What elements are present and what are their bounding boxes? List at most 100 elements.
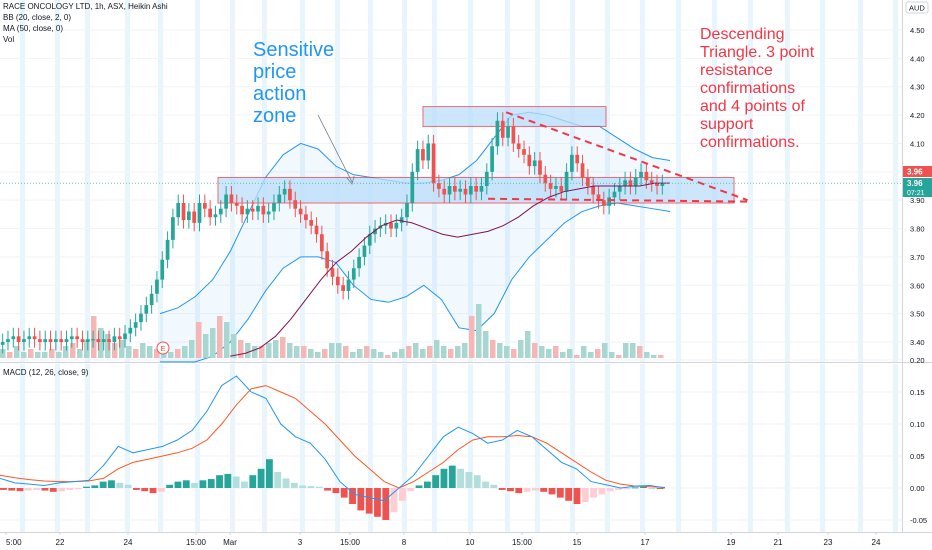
annotation-descending-triangle[interactable]: Descending Triangle. 3 point resistance …	[700, 26, 860, 152]
macd-histogram-bar	[41, 488, 49, 491]
session-stripe	[858, 0, 863, 362]
volume-bar	[483, 331, 489, 358]
candle-body	[585, 177, 590, 186]
session-stripe	[230, 364, 235, 532]
volume-bar	[7, 352, 13, 358]
volume-bar	[427, 346, 433, 358]
volume-bar	[91, 316, 97, 358]
candle-body	[229, 194, 234, 204]
volume-bar	[630, 343, 636, 358]
session-stripe	[85, 364, 90, 532]
annotation-line: action	[253, 83, 307, 105]
price-tick-label: 3.80	[910, 225, 925, 234]
macd-histogram-bar	[315, 486, 323, 488]
candle-body	[117, 336, 122, 340]
volume-bar	[196, 322, 202, 358]
candle-body	[245, 208, 250, 215]
candle-body	[442, 188, 447, 195]
volume-bar	[441, 346, 447, 358]
candle-body	[527, 154, 532, 167]
volume-bar	[224, 322, 230, 358]
legend-bb[interactable]: BB (20, close, 2, 0)	[3, 13, 72, 22]
macd-histogram-bar	[249, 475, 257, 488]
bb-band-fill	[160, 112, 670, 362]
candle-body	[554, 186, 558, 189]
volume-bar	[413, 343, 419, 358]
volume-bar	[21, 352, 27, 358]
candle-body	[644, 171, 649, 181]
macd-histogram-bar	[74, 488, 82, 490]
candle-body	[208, 208, 213, 218]
legend-ma[interactable]: MA (50, close, 0)	[3, 24, 64, 33]
candle-body	[11, 336, 16, 340]
candle-body	[213, 214, 218, 218]
candle-body	[133, 322, 138, 328]
candle-body	[128, 327, 133, 334]
session-stripe	[505, 364, 510, 532]
volume-bar	[420, 349, 426, 358]
candle-body	[112, 336, 117, 342]
price-tick-label: 4.30	[910, 83, 925, 92]
macd-histogram-bar	[16, 488, 24, 492]
legend-macd[interactable]: MACD (12, 26, close, 9)	[3, 368, 89, 377]
candle-body	[165, 239, 170, 260]
macd-histogram-bar	[174, 481, 182, 488]
candle-body	[405, 203, 409, 218]
price-tick-label: 4.20	[910, 111, 925, 120]
candle-body	[277, 194, 282, 204]
candle-body	[314, 225, 319, 235]
annotation-sensitive-zone[interactable]: Sensitive price action zone	[253, 39, 393, 127]
legend-symbol[interactable]: RACE ONCOLOGY LTD, 1h, ASX, Heikin Ashi	[3, 2, 168, 11]
candle-body	[139, 313, 143, 323]
macd-histogram-bar	[24, 488, 32, 491]
macd-histogram-bar	[182, 480, 190, 488]
volume-bar	[189, 340, 195, 358]
volume-bar	[315, 352, 321, 358]
macd-histogram-bar	[133, 488, 140, 490]
time-tick-label: 15:00	[186, 538, 207, 547]
macd-tick-label: 0.10	[910, 420, 925, 429]
volume-bar	[343, 346, 349, 358]
candle-body	[601, 200, 606, 206]
macd-histogram-bar	[0, 488, 7, 490]
macd-histogram-bar	[124, 484, 132, 488]
legend-vol[interactable]: Vol	[3, 35, 15, 44]
macd-histogram-bar	[282, 478, 290, 488]
volume-bar	[651, 355, 657, 358]
volume-bar	[70, 343, 76, 358]
candle-body	[304, 214, 308, 221]
macd-histogram-bar	[349, 488, 356, 504]
volume-bar	[644, 352, 650, 358]
macd-tick-label: -0.05	[910, 516, 927, 525]
volume-bar	[203, 334, 209, 358]
annotation-arrowhead	[346, 175, 355, 185]
macd-histogram-bar	[149, 488, 157, 494]
candle-body	[410, 171, 415, 204]
volume-bar	[532, 343, 538, 358]
macd-histogram-bar	[581, 488, 589, 503]
volume-bar	[238, 340, 244, 358]
candle-body	[53, 339, 58, 342]
candle-body	[293, 200, 298, 209]
price-tag-last-label: 3.96	[907, 179, 923, 188]
candle-body	[234, 203, 239, 206]
candle-body	[202, 203, 207, 209]
volume-bar	[105, 334, 111, 358]
macd-histogram-bar	[157, 488, 165, 492]
candle-body	[506, 126, 510, 138]
candle-body	[224, 194, 228, 209]
volume-bar	[546, 349, 552, 358]
volume-bar	[490, 340, 496, 358]
volume-bar	[518, 340, 524, 358]
macd-histogram-bar	[390, 488, 398, 513]
candle-body	[415, 149, 420, 172]
candle-body	[362, 245, 367, 257]
candle-body	[38, 339, 42, 342]
candle-body	[495, 120, 500, 147]
top-zone	[422, 106, 607, 127]
macd-histogram-bar	[590, 488, 597, 498]
candle-body	[468, 186, 473, 195]
